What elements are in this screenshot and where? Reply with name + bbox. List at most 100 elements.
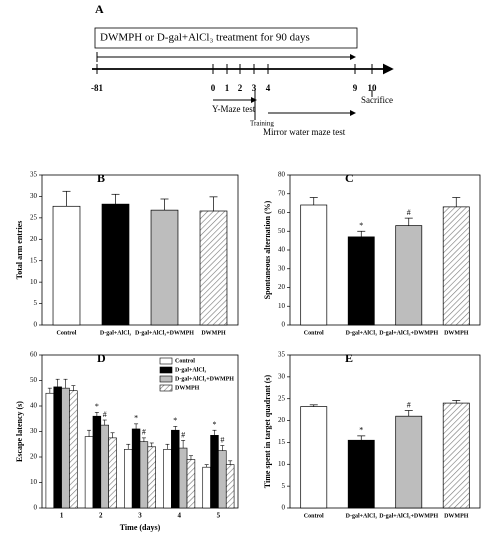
bar xyxy=(347,439,375,509)
y-tick-label: 60 xyxy=(30,351,38,359)
bar xyxy=(178,447,188,509)
bar xyxy=(92,415,102,509)
plot-frame xyxy=(289,354,481,509)
y-tick-label: 35 xyxy=(278,351,286,359)
significance-marker: * xyxy=(95,402,99,411)
y-tick-label: 0 xyxy=(282,504,286,512)
y-tick-label: 70 xyxy=(278,189,286,197)
x-tick-label: Control xyxy=(304,330,324,336)
x-tick-label: DWMPH xyxy=(444,330,469,336)
timeline-tick-label: 2 xyxy=(238,83,243,93)
significance-marker: # xyxy=(407,400,411,409)
y-axis-label: Escape latency (s) xyxy=(15,401,24,462)
bar xyxy=(124,449,133,509)
y-tick-label: 25 xyxy=(278,394,286,402)
bar xyxy=(300,406,328,509)
y-axis-label: Time spent in target quadrant (s) xyxy=(263,374,272,488)
timeline-tick-label: 10 xyxy=(368,83,378,93)
bar xyxy=(395,415,423,509)
x-tick-label: D-gal+AlCl₃+DWMPH xyxy=(135,330,194,336)
legend-swatch xyxy=(159,366,173,374)
y-tick-label: 80 xyxy=(278,171,286,179)
bar xyxy=(53,386,62,509)
y-tick-label: 20 xyxy=(30,235,38,243)
timeline-tick-label: 4 xyxy=(266,83,271,93)
significance-marker: # xyxy=(407,208,411,217)
bar xyxy=(199,210,228,326)
x-tick-label: Control xyxy=(57,330,77,336)
y-tick-label: 30 xyxy=(278,264,286,272)
bar xyxy=(52,205,81,326)
y-tick-label: 25 xyxy=(30,213,38,221)
bar xyxy=(395,225,423,326)
bar xyxy=(61,387,70,509)
bar xyxy=(347,236,375,326)
x-tick-label: 4 xyxy=(177,512,181,520)
bar xyxy=(131,428,141,509)
legend-label: Control xyxy=(175,358,195,364)
treatment-text: DWMPH or D-gal+AlCl₃ treatment for 90 da… xyxy=(100,32,310,44)
significance-marker: * xyxy=(134,414,138,423)
y-tick-label: 20 xyxy=(30,453,38,461)
y-tick-label: 20 xyxy=(278,416,286,424)
timeline-tick-label: -81 xyxy=(91,83,103,93)
x-tick-label: D-gal+AlCl₃+DWMPH xyxy=(379,330,438,336)
x-axis-label: Time (days) xyxy=(120,523,161,532)
bar xyxy=(69,390,78,509)
y-tick-label: 40 xyxy=(30,402,38,410)
x-tick-label: 1 xyxy=(60,512,64,520)
panel-label: B xyxy=(97,171,105,185)
y-tick-label: 5 xyxy=(282,482,286,490)
y-tick-label: 5 xyxy=(34,299,38,307)
x-tick-label: D-gal+AlCl₃ xyxy=(346,330,377,336)
bar xyxy=(108,437,117,509)
x-tick-label: D-gal+AlCl₃ xyxy=(100,330,131,336)
legend-label: D-gal+AlCl₃ xyxy=(175,367,206,373)
bar xyxy=(150,209,179,326)
y-tick-label: 50 xyxy=(30,376,38,384)
treatment-box xyxy=(94,27,358,49)
bar xyxy=(84,436,94,509)
mirror-text: Mirror water maze test xyxy=(263,127,346,137)
significance-marker: # xyxy=(220,435,224,444)
y-tick-label: 30 xyxy=(30,192,38,200)
bar xyxy=(163,449,172,509)
bar xyxy=(300,204,328,326)
x-tick-label: 2 xyxy=(99,512,103,520)
bar xyxy=(210,435,219,509)
bar xyxy=(186,459,196,509)
panel-a: A DWMPH or D-gal+AlCl₃ treatment for 90 … xyxy=(92,2,394,137)
panel-label: A xyxy=(95,2,104,16)
sacrifice-text: Sacrifice xyxy=(361,95,393,105)
y-tick-label: 0 xyxy=(34,504,38,512)
bar xyxy=(45,392,55,509)
timeline-tick-label: 1 xyxy=(225,83,230,93)
y-tick-label: 30 xyxy=(278,372,286,380)
significance-marker: # xyxy=(181,430,185,439)
panel-label: C xyxy=(345,171,354,185)
bar xyxy=(147,446,156,509)
x-tick-label: Control xyxy=(304,513,324,519)
x-tick-label: D-gal+AlCl₃+DWMPH xyxy=(379,513,438,519)
bar xyxy=(101,203,130,326)
y-tick-label: 10 xyxy=(278,460,286,468)
y-tick-label: 10 xyxy=(278,302,286,310)
panel-label: D xyxy=(97,351,106,365)
x-tick-label: DWMPH xyxy=(201,330,226,336)
y-tick-label: 20 xyxy=(278,283,286,291)
bar xyxy=(442,402,470,509)
significance-marker: * xyxy=(359,426,363,435)
legend-label: D-gal+AlCl₃+DWMPH xyxy=(175,376,234,382)
y-tick-label: 50 xyxy=(278,227,286,235)
x-tick-label: 5 xyxy=(217,512,221,520)
y-tick-label: 30 xyxy=(30,427,38,435)
x-tick-label: 3 xyxy=(138,512,142,520)
significance-marker: # xyxy=(103,410,107,419)
bar xyxy=(442,206,470,326)
y-tick-label: 10 xyxy=(30,478,38,486)
bar xyxy=(139,441,149,509)
training-text: Training xyxy=(250,120,274,128)
legend-swatch xyxy=(159,375,173,383)
plot-frame xyxy=(41,174,239,326)
